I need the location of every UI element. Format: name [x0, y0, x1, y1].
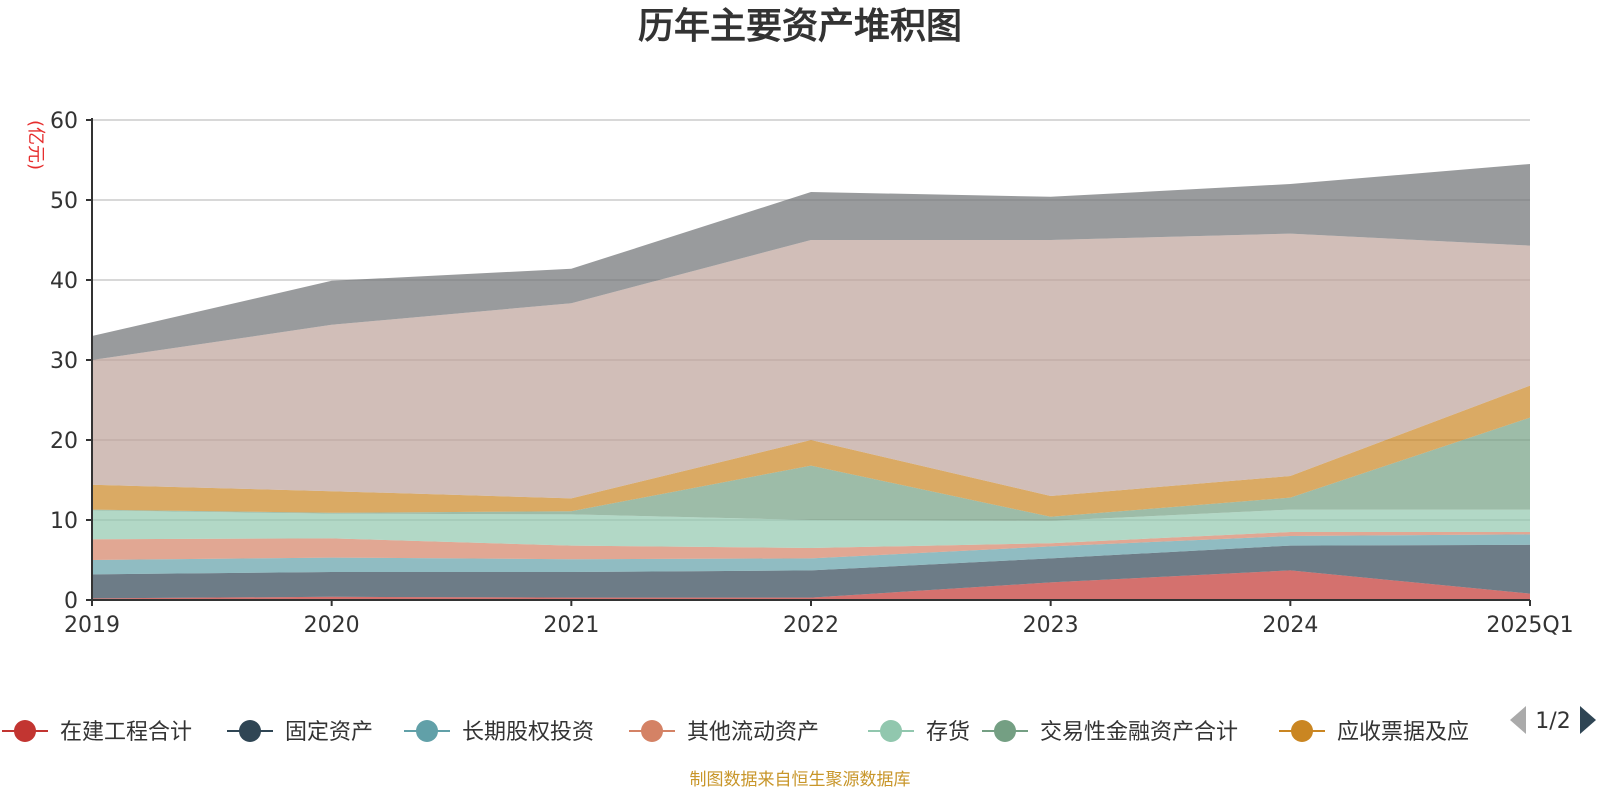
y-tick-label: 30 — [50, 349, 78, 374]
legend-item[interactable]: 在建工程合计 — [2, 720, 192, 745]
legend-label: 在建工程合计 — [60, 720, 192, 745]
area-series-5 — [92, 417, 1530, 521]
x-tick-label: 2021 — [543, 613, 599, 638]
legend: 在建工程合计 固定资产 长期股权投资 其他流动资产 存货 交易性金融资产合计 应收票据及应 — [2, 720, 1469, 745]
chart-title: 历年主要资产堆积图 — [638, 6, 962, 47]
x-tick-label: 2022 — [783, 613, 839, 638]
area-series-3 — [92, 532, 1530, 560]
y-tick-label: 0 — [64, 589, 78, 614]
legend-dot-icon — [880, 720, 902, 742]
legend-item[interactable]: 固定资产 — [227, 720, 373, 745]
y-axis-unit: (亿元) — [25, 120, 46, 170]
area-series-1 — [92, 544, 1530, 599]
y-tick-label: 10 — [50, 509, 78, 534]
legend-label: 长期股权投资 — [462, 720, 594, 745]
legend-dot-icon — [1291, 720, 1313, 742]
legend-item[interactable]: 应收票据及应 — [1279, 720, 1469, 745]
legend-page-indicator: 1/2 — [1535, 709, 1570, 734]
legend-item[interactable]: 长期股权投资 — [404, 720, 594, 745]
area-series-8 — [92, 164, 1530, 360]
axes: 2019 2020 2021 2022 2023 2024 2025Q1 — [64, 118, 1574, 638]
legend-dot-icon — [994, 720, 1016, 742]
legend-label: 应收票据及应 — [1337, 720, 1469, 745]
y-tick-label: 40 — [50, 269, 78, 294]
legend-prev-icon[interactable] — [1510, 706, 1526, 734]
legend-item[interactable]: 存货 — [868, 720, 970, 745]
y-tick-label: 20 — [50, 429, 78, 454]
legend-item[interactable]: 其他流动资产 — [629, 720, 819, 745]
x-tick-label: 2023 — [1023, 613, 1079, 638]
area-series-7 — [92, 233, 1530, 499]
x-tick-label: 2025Q1 — [1486, 613, 1573, 638]
legend-dot-icon — [239, 720, 261, 742]
legend-item[interactable]: 交易性金融资产合计 — [982, 720, 1238, 745]
legend-pager: 1/2 — [1510, 706, 1596, 734]
area-series-0 — [92, 570, 1530, 600]
legend-next-icon[interactable] — [1580, 706, 1596, 734]
y-tick-label: 60 — [50, 109, 78, 134]
x-tick-label: 2024 — [1262, 613, 1318, 638]
legend-label: 存货 — [926, 720, 970, 745]
x-tick-label: 2020 — [304, 613, 360, 638]
legend-label: 交易性金融资产合计 — [1040, 720, 1238, 745]
legend-label: 固定资产 — [285, 720, 373, 745]
data-source-note: 制图数据来自恒生聚源数据库 — [690, 770, 911, 790]
x-tick-label: 2019 — [64, 613, 120, 638]
area-series-4 — [92, 509, 1530, 548]
area-series-2 — [92, 534, 1530, 575]
area-series-6 — [92, 385, 1530, 517]
y-tick-label: 50 — [50, 189, 78, 214]
area-layers — [92, 164, 1530, 600]
legend-dot-icon — [14, 720, 36, 742]
legend-dot-icon — [416, 720, 438, 742]
legend-dot-icon — [641, 720, 663, 742]
legend-label: 其他流动资产 — [687, 720, 819, 745]
